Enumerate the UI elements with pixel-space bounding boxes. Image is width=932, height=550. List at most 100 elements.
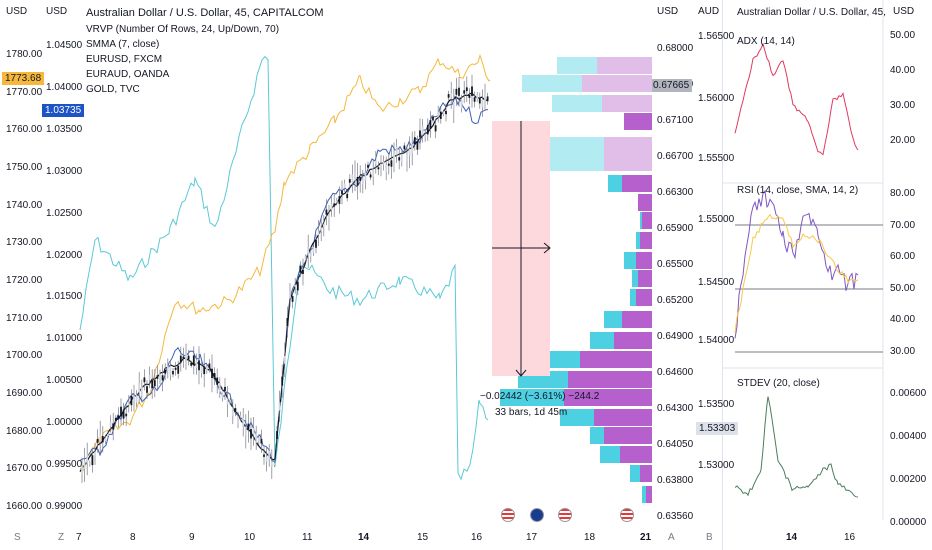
candle-body xyxy=(294,284,297,287)
adx-label[interactable]: ADX (14, 14) xyxy=(737,36,795,47)
mid-axis-tick: 1.03000 xyxy=(46,165,83,177)
volume-bar-down xyxy=(638,270,652,287)
volume-bar-down xyxy=(614,332,652,349)
candle-body xyxy=(156,375,159,379)
candle-body xyxy=(450,93,453,98)
candle-body xyxy=(226,398,229,405)
candle-body xyxy=(237,416,239,424)
right-price-tick: 1.56500 xyxy=(698,31,735,42)
candle-body xyxy=(151,380,154,388)
candle-body xyxy=(265,456,268,462)
scale-button-z[interactable]: Z xyxy=(58,532,65,543)
candle-body xyxy=(182,356,185,359)
right-axis-tick: 0.65500 xyxy=(657,259,694,270)
audusd-price-tag: 0.67665 xyxy=(650,79,693,92)
time-label: 21 xyxy=(640,532,652,543)
auto-scale-button[interactable]: A xyxy=(668,532,675,543)
volume-bar-va-down xyxy=(582,75,652,92)
candle-body xyxy=(91,455,94,466)
volume-bar-up xyxy=(600,446,620,463)
candle-body xyxy=(452,101,455,110)
mid-axis-tick: 1.01000 xyxy=(46,333,83,345)
time-label: 17 xyxy=(526,532,538,543)
right-panel-title[interactable]: Australian Dollar / U.S. Dollar, 45, CAP… xyxy=(737,7,887,18)
volume-bar-va-down xyxy=(602,95,652,112)
candle-body xyxy=(465,87,468,92)
panel-divider[interactable] xyxy=(722,0,723,550)
candle-body xyxy=(359,177,362,181)
candle-body xyxy=(416,141,419,150)
mid-axis-tick: 1.00500 xyxy=(46,375,83,387)
candle-body xyxy=(476,94,479,100)
right-price-tick: 1.53000 xyxy=(698,460,735,471)
volume-bar-down xyxy=(624,113,652,130)
right-axis-tick: 0.63800 xyxy=(657,475,694,486)
candle-body xyxy=(393,153,395,161)
au-flag-icon[interactable] xyxy=(530,508,544,522)
main-plot[interactable] xyxy=(0,0,720,550)
indicator-item[interactable]: EURUSD, FXCM xyxy=(86,54,163,65)
candle-body xyxy=(192,355,195,366)
candle-body xyxy=(234,408,237,412)
indicator-plots[interactable] xyxy=(723,0,932,550)
stdev-label[interactable]: STDEV (20, close) xyxy=(737,378,820,389)
volume-bar-up xyxy=(604,311,622,328)
candle-body xyxy=(411,143,414,154)
candle-body xyxy=(125,413,128,417)
indicator-item[interactable]: VRVP (Number Of Rows, 24, Up/Down, 70) xyxy=(86,24,280,35)
right-panel[interactable]: AUD Australian Dollar / U.S. Dollar, 45,… xyxy=(696,0,932,550)
left-axis-tick: 1670.00 xyxy=(6,463,43,475)
candle-body xyxy=(439,111,442,119)
candle-body xyxy=(387,163,390,166)
main-chart[interactable]: USD USD USD Australian Dollar / U.S. Dol… xyxy=(0,0,720,550)
log-scale-button[interactable]: B xyxy=(706,532,713,543)
indicator-item[interactable]: EURAUD, OANDA xyxy=(86,69,170,80)
volume-bar-up xyxy=(560,409,594,426)
scale-button-s[interactable]: S xyxy=(14,532,21,543)
left-axis-tick: 1720.00 xyxy=(6,275,43,286)
candle-body xyxy=(172,370,174,375)
candle-body xyxy=(364,172,367,181)
right-price-tick: 1.54000 xyxy=(698,335,735,346)
us-flag-icon[interactable] xyxy=(501,508,515,522)
candle-body xyxy=(135,394,138,403)
rsi-label[interactable]: RSI (14, close, SMA, 14, 2) xyxy=(737,185,859,196)
candle-body xyxy=(276,431,278,440)
candle-body xyxy=(239,415,242,418)
volume-bar-down xyxy=(642,212,652,229)
candle-body xyxy=(114,417,117,421)
chart-title[interactable]: Australian Dollar / U.S. Dollar, 45, CAP… xyxy=(86,7,324,19)
candle-body xyxy=(86,454,89,464)
adx-line xyxy=(734,42,859,156)
candle-body xyxy=(291,296,294,302)
candle-body xyxy=(333,203,336,207)
time-label: 10 xyxy=(244,532,256,543)
candle-body xyxy=(252,428,255,435)
indicator-item[interactable]: SMMA (7, close) xyxy=(86,39,160,50)
candle-body xyxy=(442,111,445,115)
left-axis-tick: 1740.00 xyxy=(6,199,43,211)
mid-axis-tick: 1.00000 xyxy=(46,417,83,429)
candle-body xyxy=(208,363,211,369)
candle-body xyxy=(309,253,312,257)
candle-body xyxy=(143,377,146,383)
candle-body xyxy=(255,433,258,443)
us-flag-icon-2[interactable] xyxy=(558,508,572,522)
adx-tick: 30.00 xyxy=(890,100,916,111)
candle-body xyxy=(424,134,427,138)
volume-bar-va-down xyxy=(597,57,652,74)
stdev-line xyxy=(734,396,859,498)
candle-body xyxy=(122,409,125,419)
us-flag-icon-3[interactable] xyxy=(620,508,634,522)
candle-body xyxy=(263,454,265,457)
candle-body xyxy=(278,402,281,411)
candle-body xyxy=(101,436,104,443)
indicator-item[interactable]: GOLD, TVC xyxy=(86,84,140,95)
volume-bar-va-up xyxy=(557,57,597,74)
candle-body xyxy=(244,426,247,436)
volume-bar-down xyxy=(604,427,652,444)
candle-body xyxy=(372,169,375,177)
candle-body xyxy=(398,157,401,161)
mid-axis-tick: 1.02000 xyxy=(46,249,83,261)
candle-body xyxy=(437,111,440,117)
